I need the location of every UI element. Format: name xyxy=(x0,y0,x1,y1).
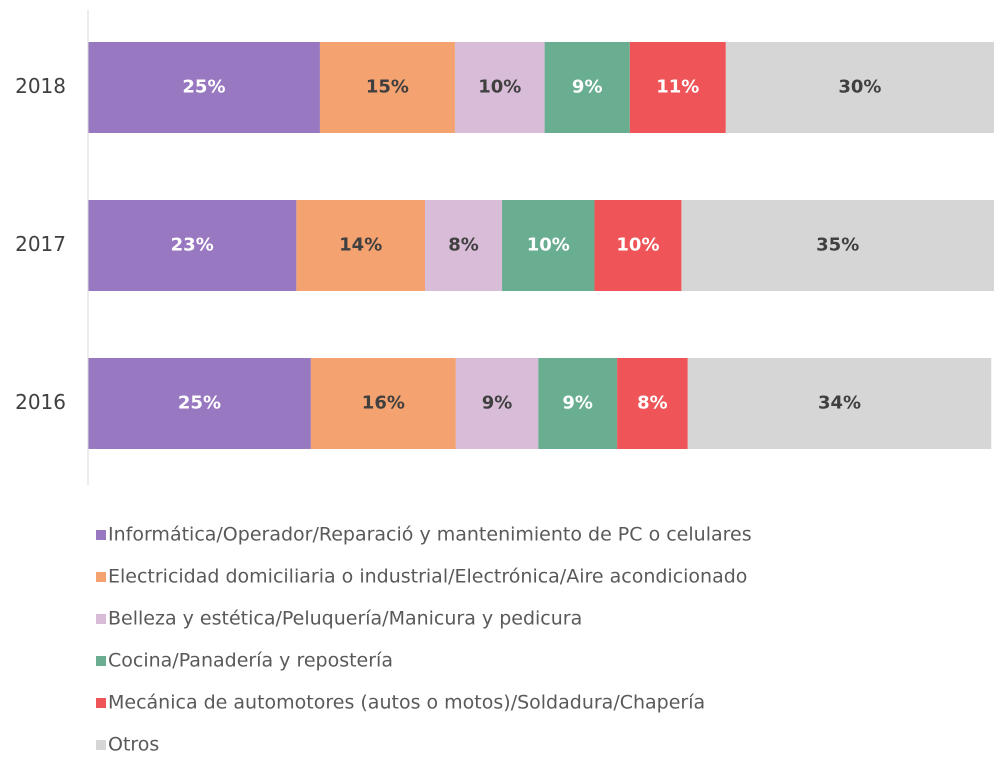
data-label: 10% xyxy=(616,235,659,256)
legend-label: Informática/Operador/Reparació y manteni… xyxy=(108,524,752,546)
bar-segment xyxy=(88,200,297,291)
legend-label: Mecánica de automotores (autos o motos)/… xyxy=(108,692,705,714)
bar-segment xyxy=(310,358,456,449)
bar-segment xyxy=(88,358,311,449)
data-label: 8% xyxy=(448,235,479,256)
legend-swatch xyxy=(96,572,106,582)
bar-segment xyxy=(725,42,994,133)
bar-segment xyxy=(687,358,992,449)
legend-swatch xyxy=(96,656,106,666)
y-tick-label: 2018 xyxy=(15,74,66,98)
legend-label: Cocina/Panadería y repostería xyxy=(108,650,393,672)
legend-swatch xyxy=(96,614,106,624)
legend-label: Electricidad domiciliaria o industrial/E… xyxy=(108,566,747,588)
bar-segment xyxy=(88,42,320,133)
data-label: 10% xyxy=(527,235,570,256)
data-label: 25% xyxy=(182,77,225,98)
data-label: 16% xyxy=(362,393,405,414)
y-tick-label: 2017 xyxy=(15,232,66,256)
bar-segment xyxy=(681,200,994,291)
bar-segment xyxy=(455,358,539,449)
bar-segment xyxy=(425,200,503,291)
data-label: 10% xyxy=(478,77,521,98)
data-label: 23% xyxy=(171,235,214,256)
data-label: 11% xyxy=(656,77,699,98)
legend-label: Otros xyxy=(108,734,159,756)
data-label: 9% xyxy=(482,393,513,414)
data-label: 25% xyxy=(178,393,221,414)
data-label: 8% xyxy=(637,393,668,414)
legend-swatch xyxy=(96,530,106,540)
legend-swatch xyxy=(96,698,106,708)
legend-swatch xyxy=(96,740,106,750)
data-label: 9% xyxy=(562,393,593,414)
bar-segment xyxy=(502,200,595,291)
data-label: 34% xyxy=(818,393,861,414)
bar-segment xyxy=(594,200,682,291)
bar-segment xyxy=(629,42,726,133)
bar-segment xyxy=(319,42,455,133)
y-tick-label: 2016 xyxy=(15,390,66,414)
bar-segment xyxy=(296,200,426,291)
data-label: 35% xyxy=(816,235,859,256)
data-label: 15% xyxy=(366,77,409,98)
data-label: 14% xyxy=(339,235,382,256)
legend-label: Belleza y estética/Peluquería/Manicura y… xyxy=(108,608,582,630)
bar-segment xyxy=(454,42,545,133)
data-label: 9% xyxy=(572,77,603,98)
bar-segment xyxy=(617,358,688,449)
bar-segment xyxy=(544,42,630,133)
data-label: 30% xyxy=(838,77,881,98)
bar-segment xyxy=(538,358,618,449)
